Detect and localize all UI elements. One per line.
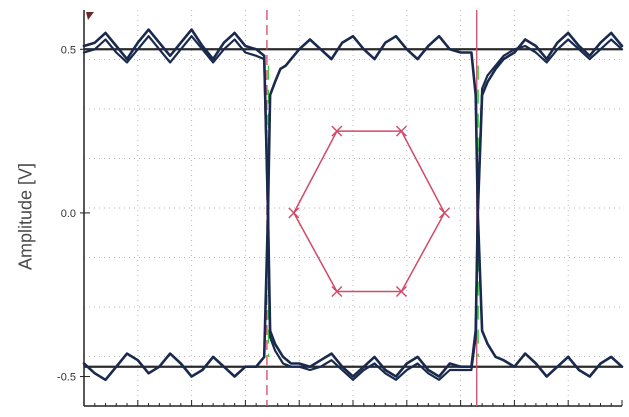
y-tick-label: -0.5	[57, 372, 76, 384]
y-axis-label: Amplitude [V]	[15, 162, 36, 271]
series-line	[82, 35, 624, 381]
y-tick-label: 0.0	[61, 208, 76, 220]
corner-marker	[86, 12, 94, 20]
eye-mask-polygon	[292, 130, 446, 293]
eye-mask-vertex-marker	[395, 285, 407, 297]
eye-mask-vertex-marker	[395, 125, 407, 137]
eye-mask-vertex-marker	[438, 207, 450, 219]
series-line	[82, 28, 624, 378]
eye-mask-vertex-marker	[288, 207, 300, 219]
eye-mask-vertex-marker	[331, 125, 343, 137]
series-line	[82, 34, 624, 382]
eye-mask-vertex-marker	[331, 285, 343, 297]
y-tick-label: 0.5	[61, 44, 76, 56]
